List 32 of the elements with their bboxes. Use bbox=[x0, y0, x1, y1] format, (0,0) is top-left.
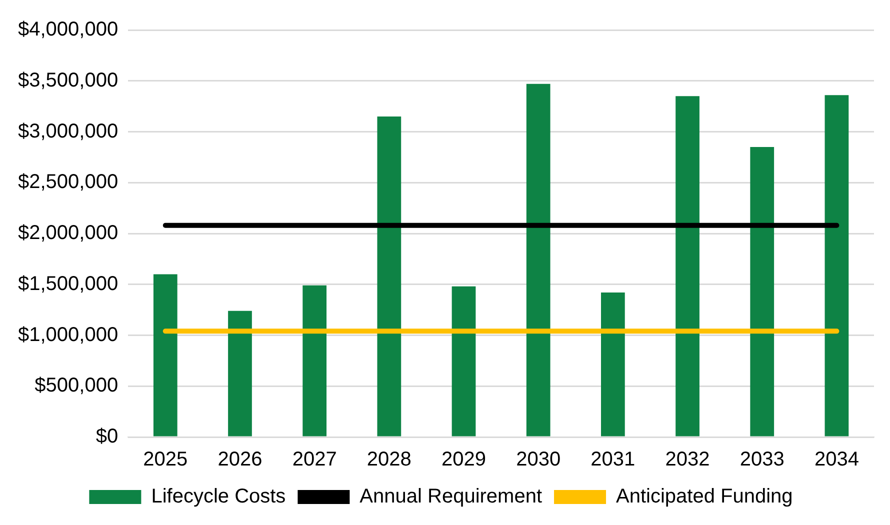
x-tick-label: 2031 bbox=[590, 448, 636, 471]
legend-label: Lifecycle Costs bbox=[151, 486, 286, 508]
x-tick-label: 2034 bbox=[814, 448, 859, 471]
y-tick-label: $0 bbox=[96, 426, 118, 448]
x-tick-label: 2033 bbox=[740, 448, 784, 471]
bar bbox=[676, 96, 700, 436]
bar bbox=[750, 147, 774, 436]
bar bbox=[377, 116, 402, 436]
x-tick-label: 2028 bbox=[366, 448, 412, 471]
y-tick-label: $1,000,000 bbox=[18, 324, 118, 346]
y-tick-label: $4,000,000 bbox=[18, 18, 118, 41]
y-tick-label: $1,500,000 bbox=[18, 272, 118, 295]
bar bbox=[526, 84, 550, 436]
bar bbox=[228, 310, 252, 436]
x-tick-label: 2030 bbox=[516, 448, 561, 471]
bar bbox=[452, 286, 476, 436]
y-tick-label: $3,500,000 bbox=[18, 69, 118, 92]
x-tick-label: 2026 bbox=[218, 448, 262, 471]
bar bbox=[824, 95, 849, 436]
bar bbox=[153, 274, 178, 436]
legend-label: Anticipated Funding bbox=[616, 486, 793, 508]
y-tick-label: $3,000,000 bbox=[18, 120, 118, 142]
x-tick-label: 2025 bbox=[143, 448, 188, 471]
y-tick-label: $2,000,000 bbox=[18, 222, 118, 244]
x-tick-label: 2027 bbox=[292, 448, 337, 471]
y-tick-label: $500,000 bbox=[34, 374, 118, 397]
y-tick-label: $2,500,000 bbox=[18, 171, 118, 194]
bar bbox=[302, 285, 327, 436]
x-tick-label: 2029 bbox=[442, 448, 486, 471]
x-tick-label: 2032 bbox=[665, 448, 710, 471]
bar bbox=[601, 292, 625, 436]
legend-label: Annual Requirement bbox=[360, 486, 542, 508]
